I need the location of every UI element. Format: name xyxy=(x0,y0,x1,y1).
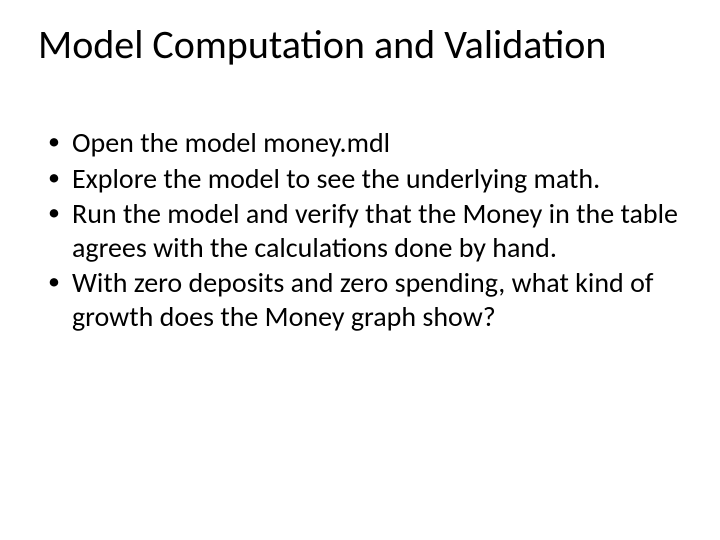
slide-title: Model Computation and Validation xyxy=(38,22,682,68)
bullet-text: Explore the model to see the underlying … xyxy=(72,161,600,196)
list-item: Explore the model to see the underlying … xyxy=(44,162,682,196)
bullet-text: With zero deposits and zero spending, wh… xyxy=(72,265,653,334)
bullet-list: Open the model money.mdl Explore the mod… xyxy=(44,126,682,334)
slide: Model Computation and Validation Open th… xyxy=(0,0,720,540)
list-item: Open the model money.mdl xyxy=(44,126,682,160)
bullet-text: Open the model money.mdl xyxy=(72,125,390,160)
slide-body: Open the model money.mdl Explore the mod… xyxy=(38,126,682,334)
list-item: Run the model and verify that the Money … xyxy=(44,197,682,264)
bullet-text: Run the model and verify that the Money … xyxy=(72,196,678,265)
list-item: With zero deposits and zero spending, wh… xyxy=(44,266,682,333)
